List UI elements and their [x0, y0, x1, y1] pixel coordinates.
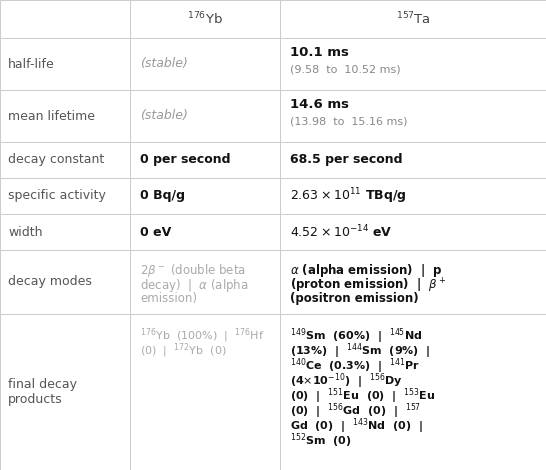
- Bar: [280, 90, 546, 142]
- Text: $2.63\times10^{11}$ TBq/g: $2.63\times10^{11}$ TBq/g: [290, 186, 406, 206]
- Text: (positron emission): (positron emission): [290, 292, 419, 305]
- Text: 0 Bq/g: 0 Bq/g: [140, 189, 185, 203]
- Text: decay constant: decay constant: [8, 154, 104, 166]
- Bar: [280, 314, 546, 470]
- Bar: [0, 178, 130, 214]
- Bar: [280, 214, 546, 250]
- Bar: [130, 38, 280, 90]
- Bar: [280, 178, 546, 214]
- Text: (proton emission)  |  $\beta^+$: (proton emission) | $\beta^+$: [290, 277, 447, 295]
- Text: $4.52\times10^{-14}$ eV: $4.52\times10^{-14}$ eV: [290, 224, 393, 240]
- Bar: [0, 250, 130, 314]
- Text: 10.1 ms: 10.1 ms: [290, 46, 349, 58]
- Text: $2\beta^-$ (double beta: $2\beta^-$ (double beta: [140, 262, 246, 279]
- Text: $^{149}$Sm  (60%)  |  $^{145}$Nd: $^{149}$Sm (60%) | $^{145}$Nd: [290, 326, 423, 345]
- Text: 0 per second: 0 per second: [140, 154, 230, 166]
- Text: (4$\times$10$^{-10}$)  |  $^{156}$Dy: (4$\times$10$^{-10}$) | $^{156}$Dy: [290, 371, 402, 391]
- Text: (stable): (stable): [140, 110, 188, 123]
- Text: (13.98  to  15.16 ms): (13.98 to 15.16 ms): [290, 117, 407, 127]
- Text: half-life: half-life: [8, 57, 55, 70]
- Text: $^{176}$Yb  (100%)  |  $^{176}$Hf: $^{176}$Yb (100%) | $^{176}$Hf: [140, 326, 264, 345]
- Text: decay modes: decay modes: [8, 275, 92, 289]
- Bar: [130, 250, 280, 314]
- Text: mean lifetime: mean lifetime: [8, 110, 95, 123]
- Text: (stable): (stable): [140, 57, 188, 70]
- Text: (13%)  |  $^{144}$Sm  (9%)  |: (13%) | $^{144}$Sm (9%) |: [290, 341, 430, 360]
- Text: 68.5 per second: 68.5 per second: [290, 154, 402, 166]
- Text: 14.6 ms: 14.6 ms: [290, 97, 349, 110]
- Text: $^{140}$Ce  (0.3%)  |  $^{141}$Pr: $^{140}$Ce (0.3%) | $^{141}$Pr: [290, 356, 420, 376]
- Text: (0)  |  $^{172}$Yb  (0): (0) | $^{172}$Yb (0): [140, 341, 227, 360]
- Text: Gd  (0)  |  $^{143}$Nd  (0)  |: Gd (0) | $^{143}$Nd (0) |: [290, 416, 423, 436]
- Bar: [130, 314, 280, 470]
- Bar: [130, 0, 280, 38]
- Bar: [0, 90, 130, 142]
- Text: decay)  |  $\alpha$ (alpha: decay) | $\alpha$ (alpha: [140, 277, 248, 294]
- Text: (0)  |  $^{151}$Eu  (0)  |  $^{153}$Eu: (0) | $^{151}$Eu (0) | $^{153}$Eu: [290, 386, 435, 406]
- Text: (0)  |  $^{156}$Gd  (0)  |  $^{157}$: (0) | $^{156}$Gd (0) | $^{157}$: [290, 401, 421, 421]
- Bar: [130, 214, 280, 250]
- Bar: [280, 142, 546, 178]
- Text: width: width: [8, 226, 43, 238]
- Bar: [280, 38, 546, 90]
- Text: specific activity: specific activity: [8, 189, 106, 203]
- Text: $^{152}$Sm  (0): $^{152}$Sm (0): [290, 431, 352, 450]
- Text: 0 eV: 0 eV: [140, 226, 171, 238]
- Bar: [0, 38, 130, 90]
- Bar: [280, 0, 546, 38]
- Bar: [130, 90, 280, 142]
- Bar: [0, 314, 130, 470]
- Bar: [0, 214, 130, 250]
- Text: $\alpha$ (alpha emission)  |  p: $\alpha$ (alpha emission) | p: [290, 262, 443, 279]
- Text: final decay
products: final decay products: [8, 378, 77, 406]
- Text: emission): emission): [140, 292, 197, 305]
- Text: (9.58  to  10.52 ms): (9.58 to 10.52 ms): [290, 65, 401, 75]
- Bar: [130, 178, 280, 214]
- Text: $^{157}$Ta: $^{157}$Ta: [396, 11, 430, 27]
- Bar: [0, 0, 130, 38]
- Text: $^{176}$Yb: $^{176}$Yb: [187, 11, 223, 27]
- Bar: [130, 142, 280, 178]
- Bar: [280, 250, 546, 314]
- Bar: [0, 142, 130, 178]
